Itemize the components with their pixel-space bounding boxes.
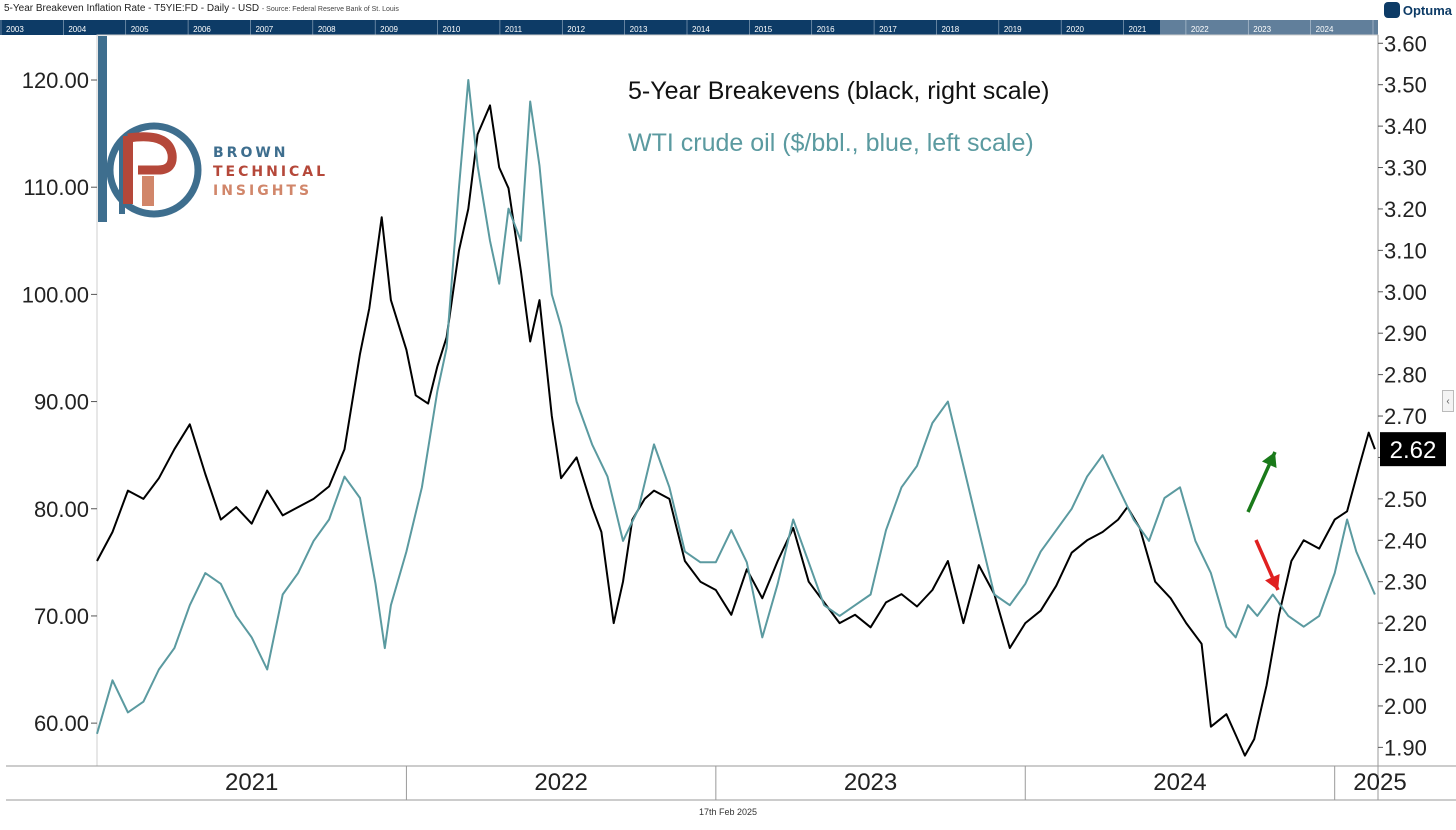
logo-mark-icon bbox=[98, 36, 202, 222]
overview-year-label: 2009 bbox=[380, 25, 398, 34]
overview-selection bbox=[1160, 20, 1378, 35]
chart-date: 17th Feb 2025 bbox=[698, 807, 758, 817]
overview-year-label: 2023 bbox=[1253, 25, 1271, 34]
overview-year-label: 2010 bbox=[443, 25, 461, 34]
overview-year-label: 2024 bbox=[1316, 25, 1334, 34]
overview-strip bbox=[0, 20, 1378, 35]
last-value-label: 2.62 bbox=[1390, 437, 1437, 464]
logo-word-insights: INSIGHTS bbox=[213, 183, 313, 199]
collapse-panel-button[interactable]: ‹ bbox=[1442, 390, 1454, 412]
overview-year-label: 2006 bbox=[193, 25, 211, 34]
breakevens-annotation: 5-Year Breakevens (black, right scale) bbox=[628, 77, 1050, 105]
y-left-tick-label: 120.00 bbox=[22, 68, 89, 93]
down-arrow-head bbox=[1265, 573, 1280, 590]
overview-year-label: 2025 bbox=[1378, 25, 1396, 34]
y-left-tick-label: 90.00 bbox=[34, 390, 89, 415]
y-right-tick-label: 2.90 bbox=[1384, 321, 1427, 346]
overview-year-label: 2017 bbox=[879, 25, 897, 34]
overview-year-label: 2019 bbox=[1004, 25, 1022, 34]
y-right-tick-label: 1.90 bbox=[1384, 735, 1427, 760]
y-right-tick-label: 2.80 bbox=[1384, 363, 1427, 388]
overview-year-label: 2018 bbox=[941, 25, 959, 34]
brown-technical-insights-logo bbox=[98, 36, 338, 226]
title-bar: 5-Year Breakeven Inflation Rate - T5YIE:… bbox=[0, 0, 1456, 20]
y-right-tick-label: 2.70 bbox=[1384, 404, 1427, 429]
overview-year-label: 2016 bbox=[817, 25, 835, 34]
y-left-tick-label: 100.00 bbox=[22, 282, 89, 307]
overview-year-label: 2007 bbox=[255, 25, 273, 34]
y-right-tick-label: 2.00 bbox=[1384, 694, 1427, 719]
y-right-tick-label: 2.10 bbox=[1384, 653, 1427, 678]
y-left-tick-label: 110.00 bbox=[23, 175, 89, 200]
logo-word-brown: BROWN bbox=[213, 145, 289, 161]
overview-year-label: 2014 bbox=[692, 25, 710, 34]
overview-year-label: 2022 bbox=[1191, 25, 1209, 34]
overview-year-label: 2013 bbox=[630, 25, 648, 34]
y-right-tick-label: 3.30 bbox=[1384, 156, 1427, 181]
optuma-logo: Optuma bbox=[1383, 1, 1452, 19]
overview-year-label: 2004 bbox=[68, 25, 86, 34]
optuma-mark-icon bbox=[1383, 2, 1400, 18]
breakevens-line bbox=[96, 104, 1376, 757]
overview-year-label: 2020 bbox=[1066, 25, 1084, 34]
y-left-tick-label: 60.00 bbox=[34, 711, 89, 736]
y-right-tick-label: 3.40 bbox=[1384, 114, 1427, 139]
x-year-label: 2025 bbox=[1353, 769, 1406, 796]
optuma-name: Optuma bbox=[1402, 2, 1452, 18]
y-right-tick-label: 3.50 bbox=[1384, 73, 1427, 98]
crude-annotation: WTI crude oil ($/bbl., blue, left scale) bbox=[628, 129, 1034, 157]
chart-title: 5-Year Breakeven Inflation Rate - T5YIE:… bbox=[4, 3, 399, 14]
overview-year-label: 2021 bbox=[1129, 25, 1147, 34]
overview-year-label: 2011 bbox=[505, 25, 523, 34]
y-right-tick-label: 2.20 bbox=[1384, 611, 1427, 636]
overview-year-label: 2015 bbox=[754, 25, 772, 34]
last-value-box bbox=[1380, 432, 1446, 467]
x-year-label: 2023 bbox=[844, 769, 897, 796]
overview-year-label: 2008 bbox=[318, 25, 336, 34]
x-year-label: 2021 bbox=[225, 769, 278, 796]
data-source: - Source: Federal Reserve Bank of St. Lo… bbox=[261, 6, 399, 13]
crude-oil-line bbox=[96, 79, 1376, 735]
y-right-tick-label: 2.50 bbox=[1384, 487, 1427, 512]
y-right-tick-label: 2.40 bbox=[1384, 528, 1427, 553]
overview-year-label: 2005 bbox=[131, 25, 149, 34]
overview-year-label: 2003 bbox=[6, 25, 24, 34]
overview-year-label: 2012 bbox=[567, 25, 585, 34]
y-right-tick-label: 3.00 bbox=[1384, 280, 1427, 305]
logo-word-technical: TECHNICAL bbox=[213, 164, 329, 180]
y-right-tick-label: 2.30 bbox=[1384, 570, 1427, 595]
up-arrow-head bbox=[1261, 452, 1277, 469]
chart-title-text: 5-Year Breakeven Inflation Rate - T5YIE:… bbox=[4, 3, 260, 14]
y-right-tick-label: 3.10 bbox=[1384, 238, 1427, 263]
x-year-label: 2022 bbox=[534, 769, 587, 796]
logo-wordmark: BROWN TECHNICAL INSIGHTS bbox=[213, 144, 328, 201]
y-left-tick-label: 80.00 bbox=[34, 497, 89, 522]
x-year-label: 2024 bbox=[1153, 769, 1206, 796]
y-right-tick-label: 3.60 bbox=[1384, 31, 1427, 56]
y-left-tick-label: 70.00 bbox=[34, 604, 89, 629]
y-right-tick-label: 3.20 bbox=[1384, 197, 1427, 222]
